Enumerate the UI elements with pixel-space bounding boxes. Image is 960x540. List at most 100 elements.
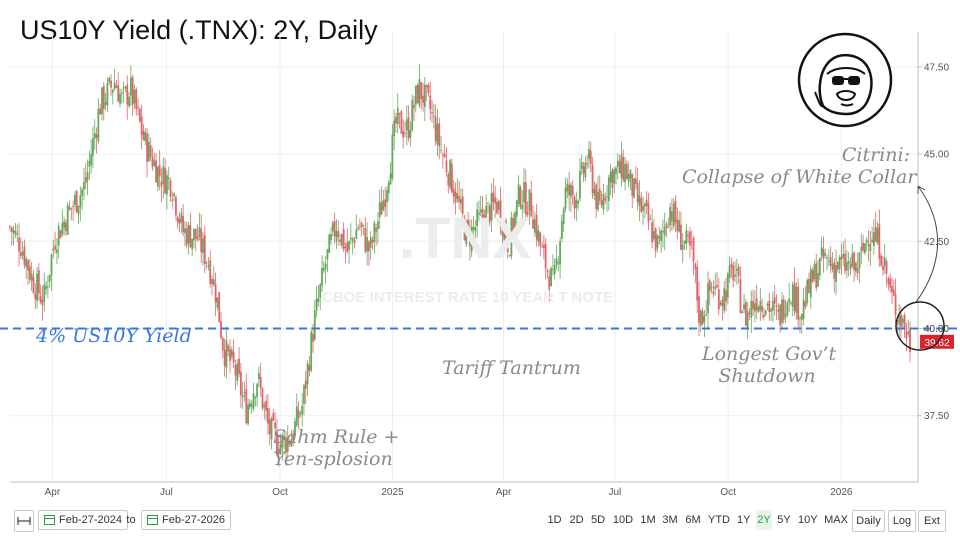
- candle-body: [65, 222, 67, 232]
- candle-body: [88, 160, 91, 167]
- candle-body: [685, 230, 688, 244]
- range-button-5d[interactable]: 5D: [590, 514, 606, 526]
- candle-body: [575, 200, 578, 209]
- candle-body: [292, 434, 295, 440]
- candle-body: [232, 351, 235, 363]
- candle-body: [647, 203, 650, 222]
- interval-button[interactable]: Daily: [852, 510, 885, 532]
- candle-body: [882, 265, 884, 271]
- candle-body: [180, 213, 183, 223]
- candle-body: [158, 165, 161, 177]
- candle-body: [649, 218, 652, 220]
- candle-body: [620, 154, 623, 178]
- candle-body: [568, 184, 571, 196]
- candle-body: [535, 214, 538, 240]
- candle-body: [221, 337, 224, 351]
- arrows-horizontal-icon: [17, 517, 31, 525]
- candle-body: [517, 184, 520, 205]
- candle-body: [766, 303, 769, 306]
- candle-body: [303, 385, 305, 404]
- candle-body: [719, 302, 722, 305]
- candle-body: [818, 257, 821, 276]
- candle-body: [74, 195, 76, 205]
- range-button-1m[interactable]: 1M: [640, 514, 656, 526]
- reset-range-button[interactable]: [14, 510, 34, 532]
- range-button-5y[interactable]: 5Y: [777, 514, 791, 526]
- candle-body: [584, 162, 587, 178]
- candle-body: [510, 217, 513, 257]
- range-button-10y[interactable]: 10Y: [798, 514, 818, 526]
- sahm-annotation-line2: Yen-splosion: [273, 448, 393, 470]
- candle-body: [773, 297, 776, 304]
- candle-body: [802, 299, 805, 319]
- candle-body: [842, 253, 845, 258]
- candle-body: [860, 246, 863, 252]
- candle-body: [642, 205, 644, 212]
- candle-body: [77, 205, 80, 215]
- candle-body: [579, 170, 581, 199]
- candle-body: [358, 226, 361, 228]
- candle-body: [822, 248, 825, 259]
- shutdown-annotation: Longest Gov’t Shutdown: [702, 343, 837, 387]
- candle-body: [894, 294, 897, 315]
- candle-body: [248, 403, 251, 408]
- candle-body: [330, 234, 332, 241]
- candle-body: [867, 244, 870, 247]
- to-date-field[interactable]: Feb-27-2026: [141, 510, 231, 530]
- candle-body: [880, 255, 883, 266]
- candle-body: [387, 182, 390, 194]
- candle-body: [492, 192, 495, 202]
- extended-hours-button[interactable]: Ext: [918, 510, 946, 532]
- candle-body: [580, 162, 583, 170]
- candle-body: [209, 260, 212, 284]
- candle-body: [757, 306, 760, 313]
- candle-body: [898, 315, 901, 325]
- candle-body: [198, 227, 201, 238]
- candle-body: [93, 133, 96, 139]
- candle-body: [782, 299, 785, 320]
- range-button-1y[interactable]: 1Y: [737, 514, 751, 526]
- candle-body: [539, 232, 542, 246]
- range-button-max[interactable]: MAX: [824, 514, 848, 526]
- candle-body: [469, 231, 471, 246]
- price-chart[interactable]: 37.50 40.00 42.50 45.00 47.50 Apr Jul Oct 2025 Ap…: [0, 0, 960, 500]
- candle-body: [701, 311, 704, 325]
- candle-body: [669, 206, 672, 226]
- from-date-field[interactable]: Feb-27-2024: [38, 510, 128, 530]
- candle-body: [593, 188, 596, 196]
- candle-body: [501, 224, 504, 237]
- candle-body: [310, 331, 313, 371]
- range-button-6m[interactable]: 6M: [685, 514, 701, 526]
- candle-body: [730, 263, 733, 267]
- candle-body: [409, 129, 412, 138]
- range-button-3m[interactable]: 3M: [662, 514, 678, 526]
- candle-body: [474, 227, 477, 232]
- candle-body: [272, 413, 275, 421]
- shutdown-annotation-line1: Longest Gov’t: [702, 343, 837, 365]
- range-button-2d[interactable]: 2D: [569, 514, 584, 526]
- candle-body: [28, 266, 31, 280]
- candle-body: [326, 249, 329, 260]
- log-scale-button[interactable]: Log: [888, 510, 916, 532]
- range-button-ytd[interactable]: YTD: [708, 514, 730, 526]
- range-button-10d[interactable]: 10D: [612, 514, 634, 526]
- candle-body: [748, 312, 751, 314]
- range-button-2y[interactable]: 2Y: [756, 510, 772, 530]
- candle-body: [559, 240, 562, 265]
- candle-body: [551, 269, 554, 271]
- candle-body: [864, 243, 866, 254]
- candle-body: [68, 206, 71, 210]
- candle-body: [530, 192, 533, 217]
- candle-body: [202, 238, 204, 253]
- candle-body: [211, 279, 213, 285]
- candle-body: [405, 119, 408, 131]
- candle-body: [440, 149, 442, 151]
- candle-body: [672, 203, 675, 227]
- candle-body: [142, 131, 145, 140]
- x-tick-label: Apr: [45, 487, 61, 498]
- candle-body: [299, 413, 302, 415]
- range-button-1d[interactable]: 1D: [547, 514, 562, 526]
- candle-body: [865, 239, 868, 244]
- candle-body: [885, 261, 888, 274]
- candle-body: [364, 227, 367, 252]
